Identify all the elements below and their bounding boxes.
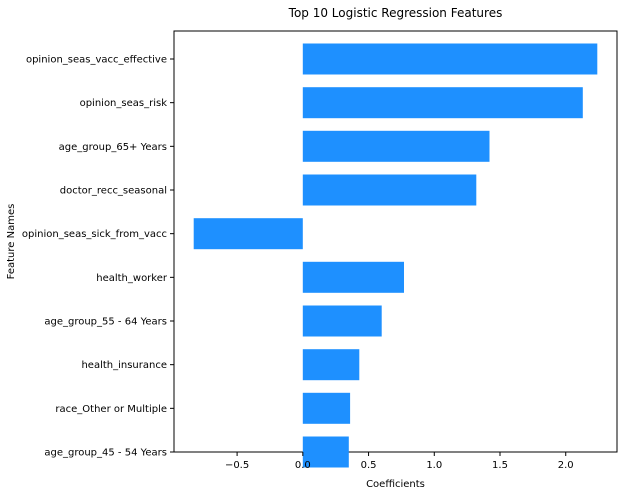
bar-2 <box>302 130 490 162</box>
y-axis-ticks: opinion_seas_vacc_effective opinion_seas_… <box>22 55 174 459</box>
y-tick-label: opinion_seas_sick_from_vacc <box>22 229 167 240</box>
x-tick-label: 1.0 <box>426 460 442 471</box>
y-tick-label: age_group_65+ Years <box>59 142 167 153</box>
chart-title: Top 10 Logistic Regression Features <box>288 6 503 20</box>
bar-8 <box>302 392 351 424</box>
plot-area <box>173 30 618 453</box>
bars-group <box>193 43 598 468</box>
y-tick-label: opinion_seas_vacc_effective <box>26 55 167 66</box>
x-tick-label: 2.0 <box>558 460 574 471</box>
x-tick-label: 0.0 <box>295 460 311 471</box>
y-tick-label: health_worker <box>96 273 168 284</box>
x-tick-label: 0.5 <box>361 460 377 471</box>
x-tick-label: 1.5 <box>492 460 508 471</box>
x-tick-label: −0.5 <box>225 460 249 471</box>
y-tick-label: health_insurance <box>81 360 167 371</box>
x-axis-ticks: −0.5 0.0 0.5 1.0 1.5 2.0 <box>225 452 574 471</box>
y-tick-label: opinion_seas_risk <box>80 98 168 109</box>
bar-1 <box>302 87 583 119</box>
bar-0 <box>302 43 598 75</box>
bar-7 <box>302 349 360 381</box>
y-tick-label: age_group_55 - 64 Years <box>44 317 167 328</box>
bar-3 <box>302 174 477 206</box>
bar-4 <box>193 218 303 250</box>
y-tick-label: age_group_45 - 54 Years <box>44 448 167 459</box>
x-axis-label: Coefficients <box>366 479 425 490</box>
y-axis-label: Feature Names <box>6 204 17 280</box>
y-tick-label: doctor_recc_seasonal <box>60 186 167 197</box>
bar-6 <box>302 305 382 337</box>
y-tick-label: race_Other or Multiple <box>55 404 167 415</box>
bar-9 <box>302 436 349 468</box>
bar-5 <box>302 261 404 293</box>
